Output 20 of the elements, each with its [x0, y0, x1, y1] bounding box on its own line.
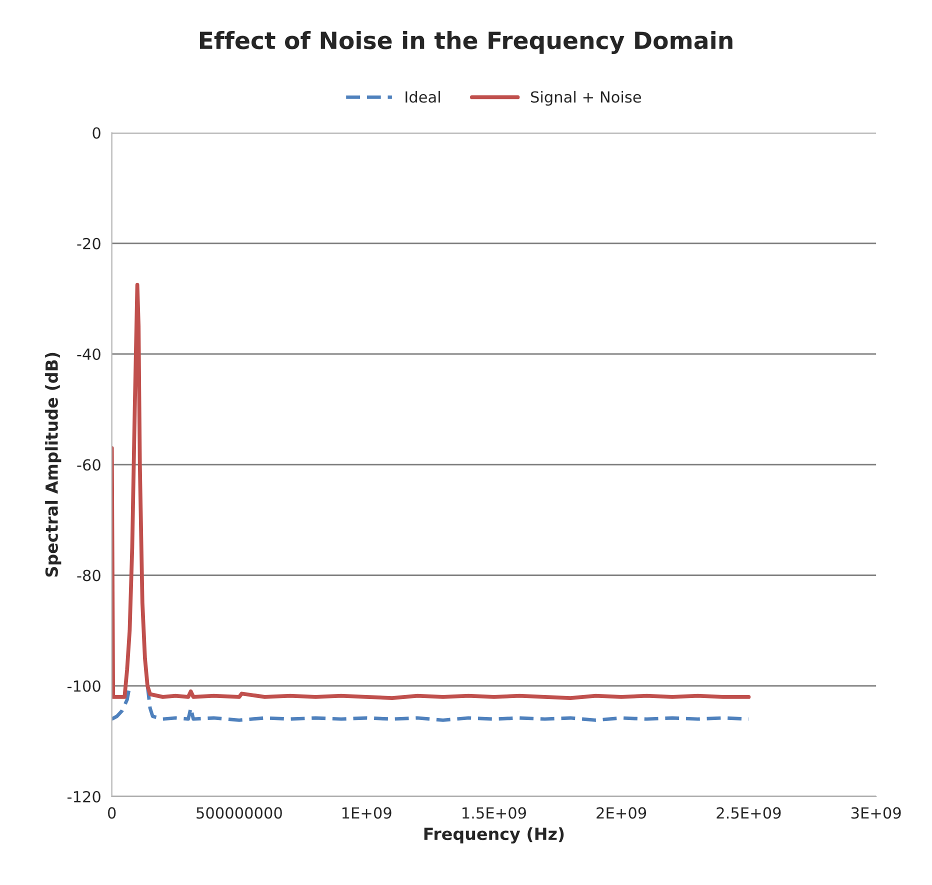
x-tick-label: 2E+09	[596, 807, 646, 819]
y-tick-label: -80	[77, 570, 100, 582]
x-tick-label: 2.5E+09	[716, 807, 781, 819]
legend-label: Ideal	[406, 90, 440, 103]
legend-label: Signal + Noise	[530, 90, 641, 106]
x-tick-label: 3E+09	[851, 807, 901, 819]
chart-title: Effect of Noise in the Frequency Domain	[200, 30, 732, 54]
y-tick-label: -60	[77, 459, 100, 471]
x-tick-label: 0	[108, 807, 116, 819]
line-series	[112, 282, 751, 700]
y-tick-label: 0	[92, 127, 100, 139]
y-axis-title: Spectral Amplitude (dB)	[45, 352, 62, 577]
x-axis-title: Frequency (Hz)	[424, 827, 564, 844]
y-tick-label: -40	[77, 348, 100, 360]
x-tick-label: 1E+09	[342, 807, 392, 819]
y-tick-label: -20	[77, 238, 100, 250]
x-tick-label: 1.5E+09	[462, 807, 526, 819]
y-tick-label: -100	[67, 680, 100, 692]
x-tick-label: 500000000	[196, 807, 282, 819]
y-tick-label: -120	[67, 790, 100, 803]
